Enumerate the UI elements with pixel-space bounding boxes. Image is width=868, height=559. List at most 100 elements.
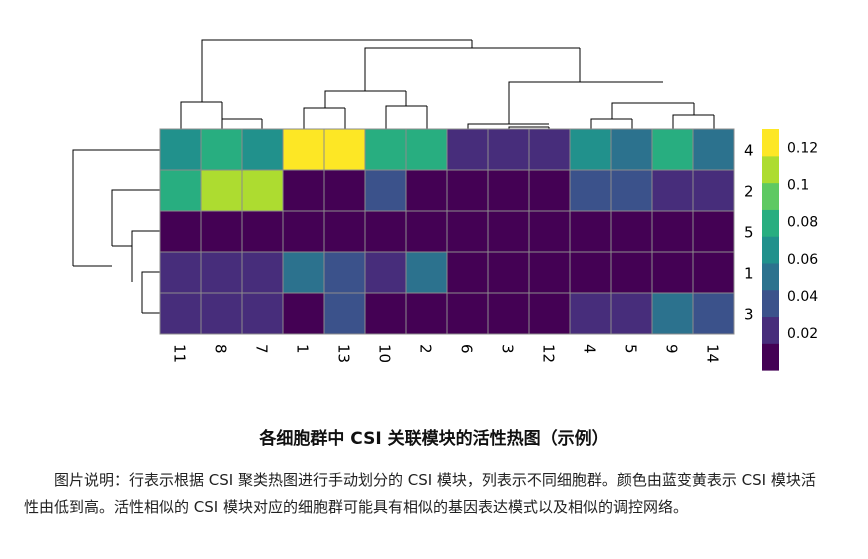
heatmap-cell bbox=[405, 292, 448, 335]
heatmap-cell bbox=[692, 128, 735, 171]
heatmap-cell bbox=[159, 251, 202, 294]
heatmap-cell bbox=[528, 169, 571, 212]
heatmap-cell bbox=[569, 128, 612, 171]
heatmap-cell bbox=[651, 169, 694, 212]
heatmap-cell bbox=[528, 292, 571, 335]
heatmap-cell bbox=[364, 128, 407, 171]
heatmap-cell bbox=[364, 210, 407, 253]
row-label: 3 bbox=[744, 306, 754, 324]
column-label: 1 bbox=[294, 344, 312, 354]
heatmap-cell bbox=[323, 251, 366, 294]
heatmap-cell bbox=[569, 292, 612, 335]
heatmap-cell bbox=[282, 292, 325, 335]
heatmap-cell bbox=[569, 251, 612, 294]
heatmap-cell bbox=[405, 251, 448, 294]
column-label: 7 bbox=[253, 344, 271, 354]
heatmap-cell bbox=[446, 251, 489, 294]
column-label: 2 bbox=[417, 344, 435, 354]
row-label: 4 bbox=[744, 142, 754, 160]
heatmap-cell bbox=[364, 169, 407, 212]
heatmap-cell bbox=[323, 210, 366, 253]
legend-color-band bbox=[762, 343, 779, 371]
column-label: 6 bbox=[458, 344, 476, 354]
column-labels: 11 8 7 1 13 10 2 6 3 12 4 5 9 14 bbox=[171, 344, 722, 363]
column-label: 4 bbox=[581, 344, 599, 354]
legend-tick-label: 0.12 bbox=[787, 141, 818, 157]
column-label: 9 bbox=[663, 344, 681, 354]
legend-color-band bbox=[762, 262, 779, 291]
column-label: 3 bbox=[499, 344, 517, 354]
heatmap-cell bbox=[487, 128, 530, 171]
column-label: 10 bbox=[376, 344, 394, 363]
heatmap-cell bbox=[405, 210, 448, 253]
heatmap-cell bbox=[405, 169, 448, 212]
heatmap-cell bbox=[200, 251, 243, 294]
legend-color-band bbox=[762, 209, 779, 237]
heatmap-cell bbox=[610, 292, 653, 335]
row-label: 1 bbox=[744, 265, 754, 283]
heatmap-cell bbox=[692, 169, 735, 212]
heatmap-cell bbox=[487, 210, 530, 253]
legend-color-band bbox=[762, 182, 779, 210]
heatmap-cell bbox=[610, 169, 653, 212]
legend-tick-label: 0.04 bbox=[787, 289, 818, 305]
column-label: 14 bbox=[704, 344, 722, 363]
heatmap-cell bbox=[159, 210, 202, 253]
heatmap-cell bbox=[282, 210, 325, 253]
row-label: 2 bbox=[744, 183, 754, 201]
heatmap-cell bbox=[651, 251, 694, 294]
column-label: 5 bbox=[622, 344, 640, 354]
legend-tick-label: 0.08 bbox=[787, 215, 818, 231]
heatmap-cell bbox=[446, 210, 489, 253]
heatmap-cell bbox=[651, 292, 694, 335]
column-label: 13 bbox=[335, 344, 353, 363]
legend-color-band bbox=[762, 236, 779, 264]
heatmap-cell bbox=[569, 210, 612, 253]
heatmap-cell bbox=[323, 292, 366, 335]
heatmap-cell bbox=[610, 251, 653, 294]
figure-caption-title: 各细胞群中 CSI 关联模块的活性热图（示例） bbox=[259, 429, 609, 449]
heatmap-cell bbox=[323, 128, 366, 171]
heatmap-cell bbox=[159, 169, 202, 212]
column-label: 8 bbox=[212, 344, 230, 354]
heatmap-cell bbox=[610, 210, 653, 253]
figure-caption-text: 图片说明：行表示根据 CSI 聚类热图进行手动划分的 CSI 模块，列表示不同细… bbox=[24, 471, 816, 516]
heatmap-cell bbox=[487, 251, 530, 294]
heatmap-cell bbox=[528, 210, 571, 253]
heatmap-cell bbox=[282, 128, 325, 171]
heatmap-cell bbox=[692, 251, 735, 294]
heatmap-cell bbox=[651, 128, 694, 171]
heatmap-cell bbox=[282, 251, 325, 294]
legend-tick-label: 0.06 bbox=[787, 252, 818, 268]
heatmap-cell bbox=[446, 169, 489, 212]
legend-color-band bbox=[762, 289, 779, 318]
heatmap-cells bbox=[159, 128, 735, 335]
heatmap-cell bbox=[200, 292, 243, 335]
heatmap-cell bbox=[323, 169, 366, 212]
heatmap-cell bbox=[528, 128, 571, 171]
heatmap-cell bbox=[241, 210, 284, 253]
column-label: 12 bbox=[540, 344, 558, 363]
heatmap-cell bbox=[200, 128, 243, 171]
legend-tick-label: 0.02 bbox=[787, 326, 818, 342]
heatmap-cell bbox=[282, 169, 325, 212]
heatmap-cell bbox=[364, 251, 407, 294]
heatmap-cell bbox=[446, 128, 489, 171]
heatmap-cell bbox=[241, 251, 284, 294]
legend-color-band bbox=[762, 155, 779, 184]
row-labels: 4 2 5 1 3 bbox=[744, 142, 754, 324]
heatmap-cell bbox=[569, 169, 612, 212]
legend-color-band bbox=[762, 129, 779, 157]
heatmap-cell bbox=[487, 169, 530, 212]
heatmap-cell bbox=[405, 128, 448, 171]
heatmap-cell bbox=[241, 128, 284, 171]
heatmap-cell bbox=[692, 292, 735, 335]
heatmap-cell bbox=[487, 292, 530, 335]
row-label: 5 bbox=[744, 224, 754, 242]
heatmap-cell bbox=[446, 292, 489, 335]
heatmap-cell bbox=[159, 128, 202, 171]
heatmap-cell bbox=[651, 210, 694, 253]
heatmap-cell bbox=[692, 210, 735, 253]
color-legend: 0.12 0.1 0.08 0.06 0.04 0.02 bbox=[762, 129, 818, 371]
heatmap-cell bbox=[159, 292, 202, 335]
